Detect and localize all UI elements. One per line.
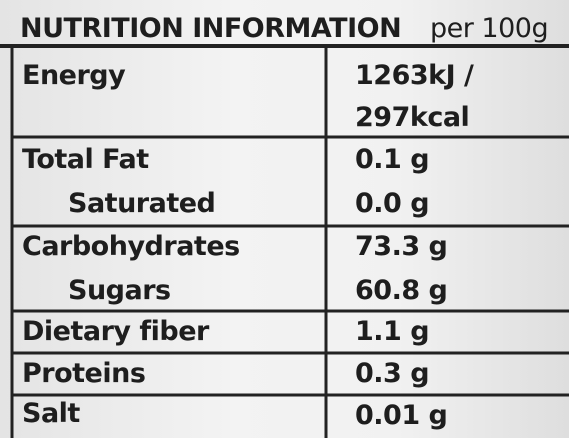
row-value: 0.3 g: [355, 358, 430, 389]
row-label: Saturated: [68, 188, 216, 219]
row-value: 1263kJ /: [355, 60, 474, 91]
header-basis: per 100g: [430, 13, 549, 44]
row-value: 0.1 g: [355, 144, 430, 175]
row-value: 297kcal: [355, 102, 470, 133]
row-value: 73.3 g: [355, 231, 448, 262]
row-label: Carbohydrates: [22, 231, 240, 262]
row-label: Proteins: [22, 358, 146, 389]
row-value: 1.1 g: [355, 316, 430, 347]
row-label: Sugars: [68, 275, 171, 306]
row-label: Total Fat: [22, 144, 149, 175]
row-label: Salt: [22, 398, 80, 429]
row-label: Energy: [22, 60, 126, 91]
row-value: 0.01 g: [355, 400, 448, 431]
row-label: Dietary fiber: [22, 316, 209, 347]
row-value: 60.8 g: [355, 275, 448, 306]
header-title: NUTRITION INFORMATION: [20, 13, 402, 44]
row-value: 0.0 g: [355, 188, 430, 219]
